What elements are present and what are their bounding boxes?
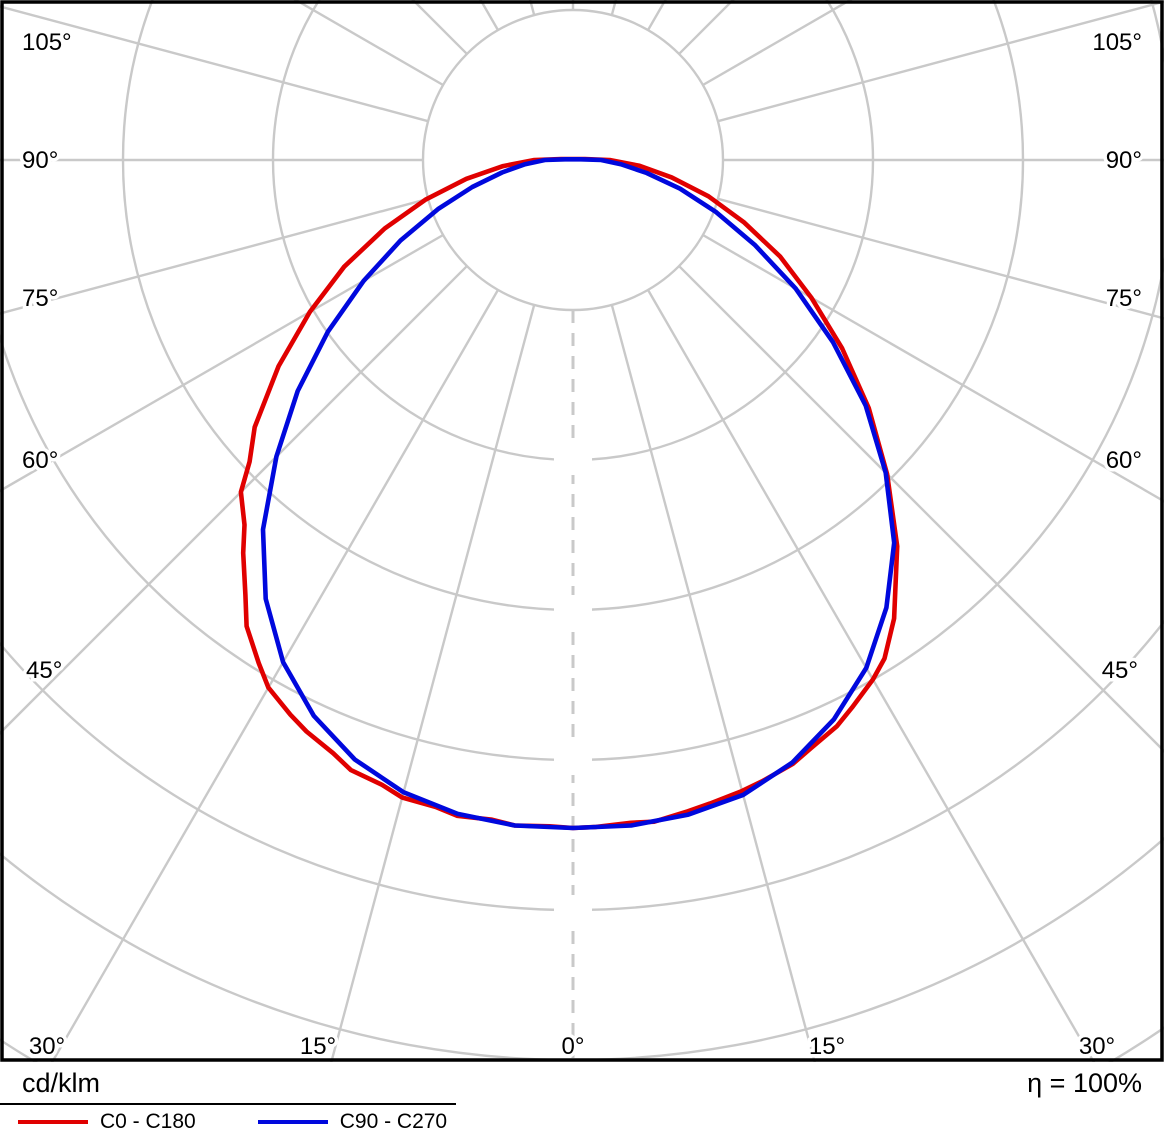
angle-tick-label: 75°	[1106, 285, 1142, 312]
grid-radial-line	[702, 233, 1164, 503]
curve-c90-c270	[260, 157, 897, 831]
c90-c270-series-label: C90 - C270	[339, 1110, 448, 1133]
c0-c180-series-label: C0 - C180	[100, 1110, 196, 1133]
angle-tick-label: 15°	[809, 1033, 845, 1060]
angle-tick-label: 90°	[1106, 147, 1142, 174]
grid-radial-line	[0, 233, 444, 493]
grid-radial-line	[646, 289, 1096, 1062]
angle-tick-label: 75°	[22, 285, 58, 312]
units-label: cd/klm	[22, 1068, 101, 1098]
plot-background	[0, 0, 1164, 1062]
ring-label-placeholder	[554, 895, 592, 925]
grid-radial-line	[0, 5, 429, 123]
grid-radial-line	[0, 197, 429, 315]
legend: cd/klm η = 100% C0 - C180 C90 - C270	[0, 1062, 1164, 1140]
angle-tick-label: 45°	[1102, 657, 1138, 684]
grid-radial-line	[717, 197, 1164, 320]
grid-radial-line	[678, 265, 1164, 753]
angle-tick-label: 30°	[29, 1033, 65, 1060]
ring-label-placeholder	[554, 445, 592, 475]
c0-c180-line-swatch	[18, 1120, 88, 1124]
ring-label-placeholder	[554, 595, 592, 625]
angle-tick-label: 30°	[1079, 1033, 1115, 1060]
legend-divider	[0, 1103, 456, 1105]
grid-radial-line	[50, 289, 500, 1062]
angle-tick-label: 15°	[300, 1033, 336, 1060]
plot-border	[0, 0, 1164, 1062]
angle-tick-label: 105°	[1092, 29, 1142, 56]
legend-items: C0 - C180 C90 - C270	[0, 1110, 509, 1134]
grid-radial-line	[330, 304, 536, 1062]
grid-radial-line	[0, 265, 468, 735]
efficiency-label: η = 100%	[1027, 1068, 1142, 1098]
legend-item-c0-c180: C0 - C180	[18, 1110, 196, 1134]
legend-item-c90-c270: C90 - C270	[257, 1110, 448, 1134]
c90-c270-line-swatch	[257, 1120, 328, 1124]
angle-tick-label: 90°	[22, 147, 58, 174]
angle-tick-label: 60°	[22, 447, 58, 474]
legend-top-row: cd/klm η = 100%	[0, 1062, 1164, 1099]
grid-radial-line	[717, 0, 1164, 123]
angle-tick-label: 105°	[22, 29, 72, 56]
angle-tick-label: 60°	[1106, 447, 1142, 474]
grid-radial-line	[610, 304, 816, 1062]
angle-tick-label: 45°	[26, 657, 62, 684]
angle-tick-label: 0°	[562, 1033, 585, 1060]
ring-label-placeholder	[554, 745, 592, 775]
